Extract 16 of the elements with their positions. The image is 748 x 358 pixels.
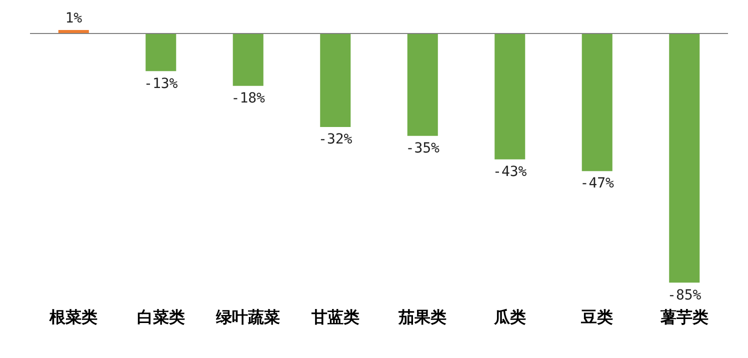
x-tick-label: 根菜类 — [48, 308, 98, 327]
data-label: -18% — [231, 90, 266, 106]
data-label: -43% — [493, 164, 528, 180]
x-tick-label: 瓜类 — [492, 308, 526, 327]
data-label: -85% — [668, 287, 702, 304]
data-label: -13% — [144, 76, 178, 92]
x-tick-label: 甘蓝类 — [310, 308, 360, 327]
x-tick-label: 白菜类 — [136, 308, 185, 327]
x-tick-label: 绿叶蔬菜 — [215, 308, 280, 327]
x-tick-label: 薯芋类 — [659, 308, 708, 327]
x-tick-label: 豆类 — [580, 308, 614, 327]
data-label: 1% — [65, 10, 83, 27]
data-label: -47% — [580, 176, 615, 192]
data-label: -32% — [318, 132, 353, 148]
x-tick-label: 茄果类 — [398, 308, 447, 327]
data-label: -35% — [406, 140, 440, 156]
